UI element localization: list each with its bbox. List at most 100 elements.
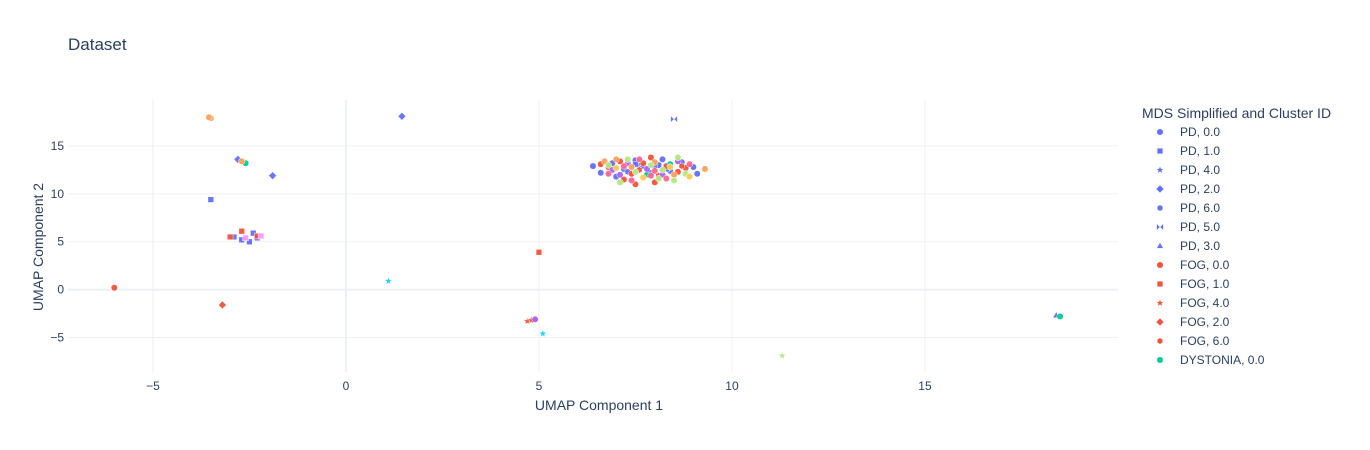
legend-item[interactable]: FOG, 1.0 [1156,277,1230,291]
data-point [257,232,265,240]
legend-marker [1155,184,1165,194]
series-5 [670,115,678,124]
data-point [635,155,643,163]
legend-marker [1155,317,1165,327]
data-point [647,153,655,161]
data-point [624,155,632,163]
y-axis-title: UMAP Component 2 [30,183,46,311]
series-16 [604,155,693,184]
data-point [383,275,394,286]
x-tick-label: 15 [918,379,932,393]
legend-item[interactable]: DYSTONIA, 0.0 [1156,353,1265,367]
legend-marker [1156,337,1164,345]
data-point [666,163,674,171]
data-points [110,112,1064,360]
y-tick-label: 0 [57,283,64,297]
series-8 [226,228,543,256]
legend-label: FOG, 4.0 [1180,296,1230,310]
legend-item[interactable]: PD, 1.0 [1156,144,1220,158]
legend-item[interactable]: PD, 0.0 [1156,125,1221,139]
series-10 [218,300,227,310]
data-point [647,172,655,180]
legend[interactable]: MDS Simplified and Cluster ID PD, 0.0 PD,… [1142,105,1331,367]
data-point [616,171,624,179]
data-point [207,196,214,203]
y-tick-label: −5 [50,331,64,345]
legend-item[interactable]: FOG, 4.0 [1155,296,1230,310]
series-17 [604,153,690,186]
data-point [659,155,666,163]
data-point [647,161,655,169]
legend-label: PD, 4.0 [1180,163,1220,177]
x-tick-label: −5 [146,379,160,393]
x-axis-title: UMAP Component 1 [535,397,663,413]
data-point [628,163,636,171]
x-tick-label: 5 [536,379,543,393]
data-point [659,166,666,174]
x-axis-ticks: −5 0 5 10 15 [146,379,932,393]
legend-marker [1156,280,1164,288]
data-point [674,153,682,161]
series-20 [612,163,693,182]
data-point [628,176,636,184]
legend-label: PD, 0.0 [1180,125,1220,139]
legend-label: PD, 2.0 [1180,182,1220,196]
data-point [670,176,678,184]
legend-marker [1156,241,1164,249]
data-point [246,238,253,245]
series-19 [242,232,265,242]
legend-item[interactable]: PD, 3.0 [1156,239,1221,253]
data-point [616,178,624,186]
legend-marker [1155,164,1165,175]
data-point [110,284,118,292]
legend-label: PD, 5.0 [1180,220,1220,234]
data-point [604,170,612,178]
legend-marker [1156,147,1164,155]
legend-label: PD, 3.0 [1180,239,1220,253]
data-point [670,115,678,124]
data-point [597,169,605,177]
legend-item[interactable]: FOG, 0.0 [1156,258,1230,272]
y-axis-ticks: −5 0 5 10 15 [50,139,64,345]
legend-item[interactable]: PD, 4.0 [1155,163,1220,177]
legend-item[interactable]: FOG, 6.0 [1156,334,1230,348]
data-point [693,170,701,178]
data-point [631,168,639,176]
legend-label: FOG, 0.0 [1180,258,1230,272]
data-point [1056,312,1064,320]
data-point [701,165,709,173]
legend-label: FOG, 1.0 [1180,277,1230,291]
legend-item[interactable]: PD, 6.0 [1156,201,1220,215]
series-18 [777,350,787,360]
data-point [268,171,277,180]
data-point [639,174,647,182]
data-point [620,162,628,170]
data-point [651,167,659,175]
data-point [397,112,407,121]
data-point [535,249,543,256]
legend-item[interactable]: FOG, 2.0 [1155,315,1230,329]
legend-label: FOG, 2.0 [1180,315,1230,329]
y-tick-label: 5 [57,235,64,249]
data-point [205,113,213,121]
data-point [589,162,597,170]
legend-item[interactable]: PD, 2.0 [1155,182,1220,196]
data-point [218,300,227,310]
data-point [662,175,670,183]
data-point [226,233,234,241]
data-point [242,234,249,242]
data-point [604,161,612,169]
data-point [612,155,620,163]
data-point [531,315,539,323]
data-point [238,157,246,165]
legend-marker [1156,222,1164,232]
data-point [538,328,548,338]
data-point [670,171,678,179]
y-tick-label: 10 [51,187,65,201]
legend-label: PD, 6.0 [1180,201,1220,215]
x-tick-label: 0 [343,379,350,393]
legend-marker [1156,128,1164,136]
legend-item[interactable]: PD, 5.0 [1156,220,1221,234]
